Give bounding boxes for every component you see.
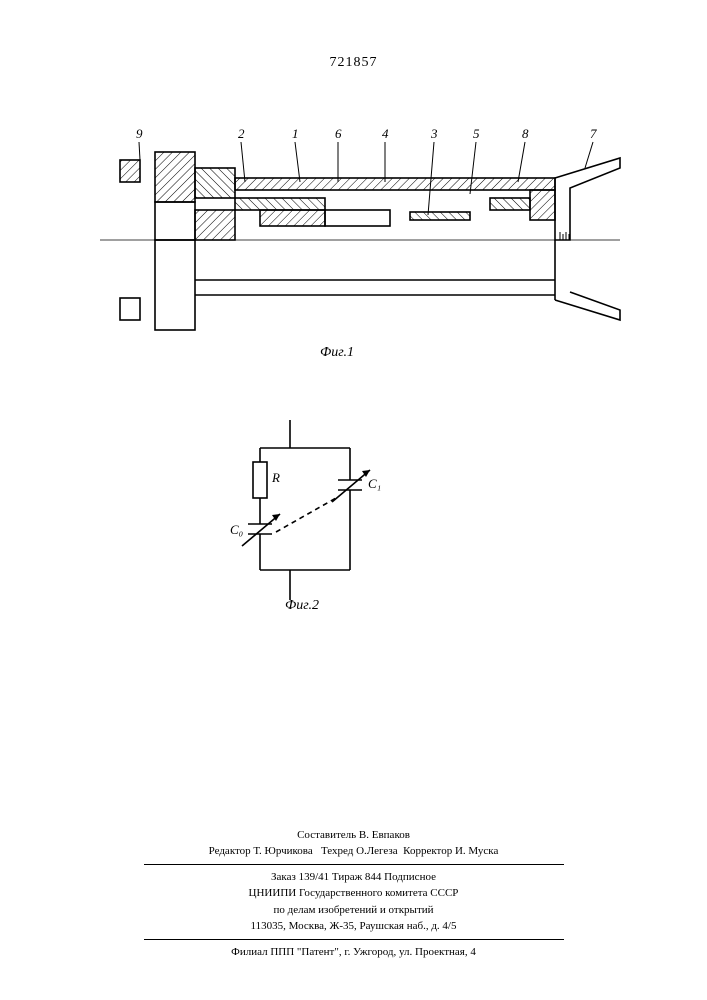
colophon: Составитель В. Евпаков Редактор Т. Юрчик… <box>0 827 707 961</box>
fig1-caption: Фиг.1 <box>320 345 354 361</box>
colophon-line-6: 113035, Москва, Ж-35, Раушская наб., д. … <box>0 918 707 935</box>
label-7: 7 <box>590 126 597 141</box>
patent-number: 721857 <box>0 55 707 71</box>
rule-2 <box>144 939 564 940</box>
resistor-label: R <box>271 470 280 485</box>
colophon-line-2: Редактор Т. Юрчикова Техред О.Легеза Кор… <box>0 843 707 860</box>
label-4: 4 <box>382 126 389 141</box>
fig2-caption: Фиг.2 <box>285 598 319 614</box>
colophon-line-1: Составитель В. Евпаков <box>0 827 707 844</box>
label-5: 5 <box>473 126 480 141</box>
label-8: 8 <box>522 126 529 141</box>
figure-2: R C₀ C₁ Фиг.2 <box>220 420 420 620</box>
colophon-line-7: Филиал ППП "Патент", г. Ужгород, ул. Про… <box>0 944 707 961</box>
colophon-line-3: Заказ 139/41 Тираж 844 Подписное <box>0 869 707 886</box>
editor: Редактор Т. Юрчикова <box>209 845 313 857</box>
cap1-label: C₁ <box>368 476 381 491</box>
tech-editor: Техред О.Легеза <box>321 845 398 857</box>
label-6: 6 <box>335 126 342 141</box>
label-3: 3 <box>430 126 438 141</box>
corrector: Корректор И. Муска <box>403 845 498 857</box>
label-1: 1 <box>292 126 299 141</box>
figure-1: 9 2 1 6 4 3 5 8 7 Фиг.1 <box>60 120 640 370</box>
label-2: 2 <box>238 126 245 141</box>
label-9: 9 <box>136 126 143 141</box>
rule-1 <box>144 864 564 865</box>
colophon-line-4: ЦНИИПИ Государственного комитета СССР <box>0 885 707 902</box>
cap0-label: C₀ <box>230 522 243 537</box>
colophon-line-5: по делам изобретений и открытий <box>0 902 707 919</box>
